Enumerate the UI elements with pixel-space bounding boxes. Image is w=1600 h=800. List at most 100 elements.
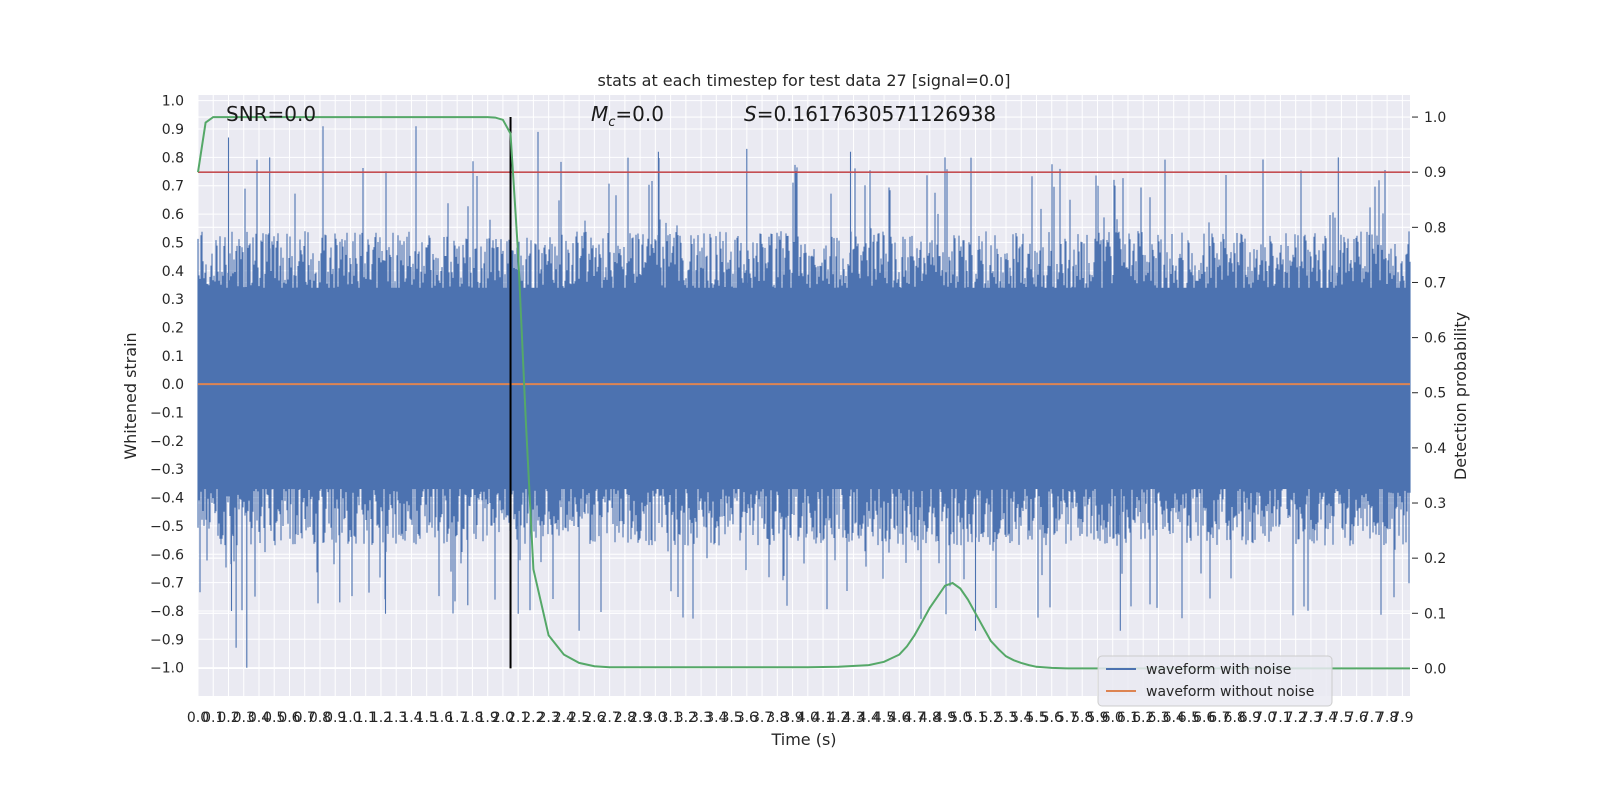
x-tick-label: 6.6 — [1193, 710, 1215, 726]
y-tick-label: 0.0 — [162, 377, 184, 393]
x-tick-label: 6.5 — [1178, 710, 1200, 726]
x-tick-label: 1.6 — [431, 710, 453, 726]
y-right-tick-label: 0.1 — [1424, 606, 1446, 622]
chirp-mass-subscript: c — [608, 115, 615, 130]
x-tick-label: 6.3 — [1147, 710, 1169, 726]
x-tick-label: 5.3 — [995, 710, 1017, 726]
x-tick-label: 1.0 — [339, 710, 361, 726]
x-tick-label: 1.5 — [416, 710, 438, 726]
x-tick-label: 6.2 — [1132, 710, 1154, 726]
x-tick-label: 5.8 — [1071, 710, 1093, 726]
y-right-tick-label: 0.0 — [1424, 661, 1446, 677]
x-tick-label: 4.5 — [873, 710, 895, 726]
x-tick-label: 2.8 — [614, 710, 636, 726]
y-tick-label: −0.6 — [150, 547, 184, 563]
y-right-tick-label: 0.5 — [1424, 386, 1446, 402]
y-right-tick-label: 0.3 — [1424, 496, 1446, 512]
x-tick-label: 1.1 — [355, 710, 377, 726]
x-tick-label: 3.0 — [644, 710, 666, 726]
x-tick-label: 4.9 — [934, 710, 956, 726]
legend: waveform with noise waveform without noi… — [1097, 655, 1333, 707]
legend-box — [1097, 655, 1333, 707]
x-tick-label: 4.1 — [812, 710, 834, 726]
x-tick-label: 2.1 — [507, 710, 529, 726]
x-tick-label: 5.9 — [1086, 710, 1108, 726]
y-tick-label: 0.9 — [162, 122, 184, 138]
y-tick-label: 0.2 — [162, 320, 184, 336]
x-tick-label: 7.2 — [1285, 710, 1307, 726]
x-tick-label: 3.1 — [659, 710, 681, 726]
x-tick-label: 0.8 — [309, 710, 331, 726]
x-tick-label: 5.7 — [1056, 710, 1078, 726]
x-tick-label: 4.7 — [903, 710, 925, 726]
y-tick-label: 0.5 — [162, 235, 184, 251]
x-tick-label: 2.3 — [538, 710, 560, 726]
x-tick-label: 4.4 — [858, 710, 880, 726]
chirp-mass-symbol: M — [591, 102, 608, 126]
x-tick-label: 2.7 — [598, 710, 620, 726]
x-tick-label: 4.3 — [842, 710, 864, 726]
x-tick-label: 6.9 — [1239, 710, 1261, 726]
y-tick-label: −0.2 — [150, 434, 184, 450]
x-tick-label: 0.4 — [248, 710, 270, 726]
x-tick-label: 6.8 — [1224, 710, 1246, 726]
chirp-mass-annotation: Mc=0.0 — [591, 102, 664, 130]
s-annotation: S=0.1617630571126938 — [744, 102, 996, 126]
x-tick-label: 1.2 — [370, 710, 392, 726]
x-tick-label: 0.5 — [263, 710, 285, 726]
x-tick-label: 3.3 — [690, 710, 712, 726]
x-tick-label: 0.3 — [233, 710, 255, 726]
x-tick-label: 3.9 — [781, 710, 803, 726]
x-tick-label: 3.2 — [675, 710, 697, 726]
x-tick-label: 4.0 — [797, 710, 819, 726]
x-tick-label: 0.9 — [324, 710, 346, 726]
y-tick-label: 1.0 — [162, 94, 184, 110]
y-right-tick-label: 0.9 — [1424, 165, 1446, 181]
x-tick-label: 0.6 — [278, 710, 300, 726]
x-tick-label: 4.2 — [827, 710, 849, 726]
s-value: =0.1617630571126938 — [757, 102, 996, 126]
y-tick-label: 0.7 — [162, 179, 184, 195]
y-axis-label: Whitened strain — [121, 332, 140, 459]
x-tick-label: 0.0 — [187, 710, 209, 726]
y-right-tick-label: 0.2 — [1424, 551, 1446, 567]
y-tick-label: −0.1 — [150, 406, 184, 422]
x-tick-label: 7.3 — [1300, 710, 1322, 726]
y-tick-label: −0.3 — [150, 462, 184, 478]
x-tick-label: 7.6 — [1346, 710, 1368, 726]
x-tick-label: 0.2 — [217, 710, 239, 726]
x-tick-label: 5.5 — [1025, 710, 1047, 726]
x-tick-label: 7.7 — [1361, 710, 1383, 726]
waveform-with-noise-series — [197, 126, 1411, 668]
x-tick-label: 1.7 — [446, 710, 468, 726]
x-tick-label: 6.1 — [1117, 710, 1139, 726]
x-tick-label: 0.1 — [202, 710, 224, 726]
y-tick-label: 0.3 — [162, 292, 184, 308]
x-tick-label: 5.4 — [1010, 710, 1032, 726]
detection-probability-line — [197, 116, 1410, 670]
x-tick-label: 1.3 — [385, 710, 407, 726]
x-tick-label: 3.6 — [736, 710, 758, 726]
y-tick-label: 0.4 — [162, 264, 184, 280]
legend-label-clean: waveform without noise — [1146, 684, 1314, 700]
y-right-tick-label: 0.4 — [1424, 441, 1446, 457]
x-tick-label: 7.8 — [1376, 710, 1398, 726]
x-tick-label: 1.9 — [477, 710, 499, 726]
legend-label-noise: waveform with noise — [1146, 662, 1291, 678]
x-tick-label: 1.4 — [400, 710, 422, 726]
x-ticks: 0.00.10.20.30.40.50.60.70.80.91.01.11.21… — [187, 710, 1414, 726]
x-tick-label: 6.4 — [1163, 710, 1185, 726]
x-tick-label: 3.8 — [766, 710, 788, 726]
y-tick-label: −0.8 — [150, 604, 184, 620]
y-tick-label: −0.5 — [150, 519, 184, 535]
chirp-mass-value: =0.0 — [615, 102, 664, 126]
x-tick-label: 4.8 — [919, 710, 941, 726]
x-tick-label: 5.0 — [949, 710, 971, 726]
x-tick-label: 2.9 — [629, 710, 651, 726]
x-tick-label: 7.5 — [1330, 710, 1352, 726]
y-right-tick-label: 0.7 — [1424, 275, 1446, 291]
x-tick-label: 7.0 — [1254, 710, 1276, 726]
y-right-tick-label: 0.8 — [1424, 220, 1446, 236]
x-axis-label: Time (s) — [770, 730, 836, 749]
